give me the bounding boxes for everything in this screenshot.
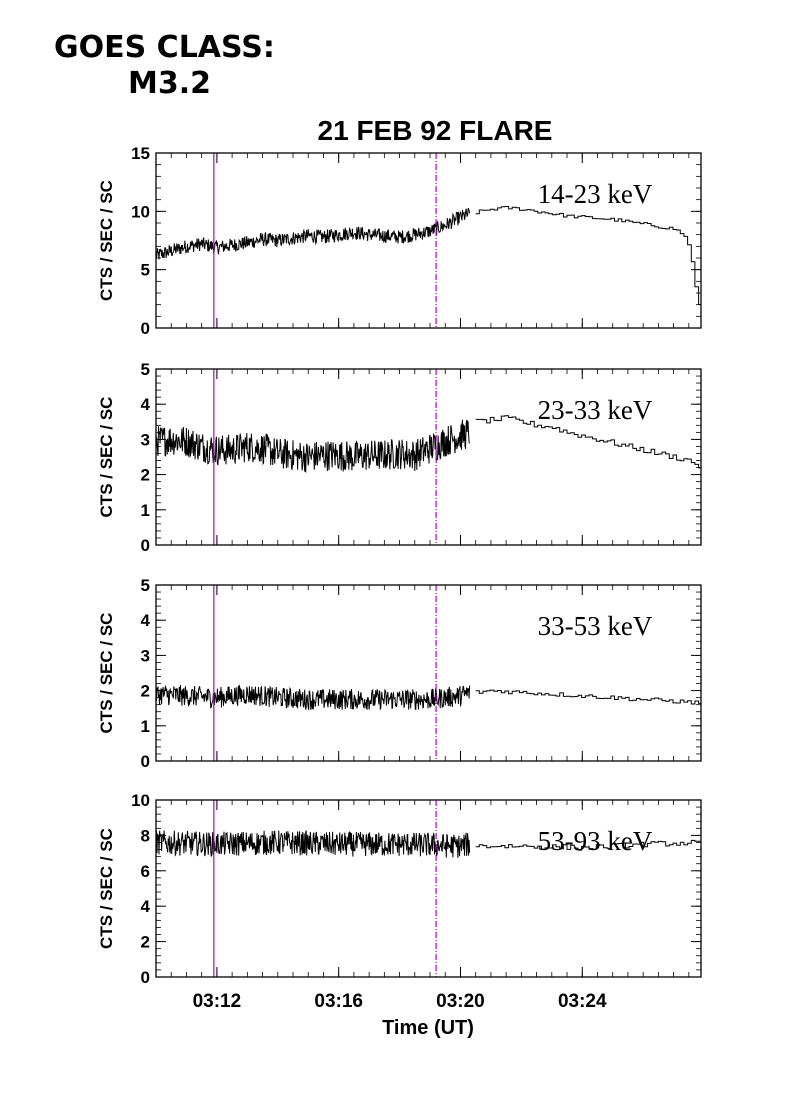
- x-tick-label: 03:12: [193, 991, 242, 1012]
- y-axis-label: CTS / SEC / SC: [97, 180, 116, 301]
- y-tick-label: 4: [141, 897, 151, 916]
- y-tick-label: 0: [141, 319, 150, 338]
- x-tick-label: 03:24: [558, 991, 607, 1012]
- x-tick-label: 03:16: [314, 991, 363, 1012]
- y-tick-label: 1: [141, 717, 150, 736]
- chart-title: 21 FEB 92 FLARE: [318, 115, 553, 146]
- y-tick-label: 2: [141, 466, 150, 485]
- y-tick-label: 4: [141, 395, 151, 414]
- y-tick-label: 15: [131, 144, 150, 163]
- y-axis-label: CTS / SEC / SC: [97, 828, 116, 949]
- energy-band-label: 53-93 keV: [538, 826, 653, 856]
- series-1-line: [155, 830, 471, 858]
- panel-frame: [155, 368, 702, 546]
- series-1-line: [155, 207, 471, 260]
- y-tick-label: 3: [141, 430, 150, 449]
- goes-class-value: M3.2: [128, 66, 211, 101]
- y-tick-label: 10: [131, 202, 150, 221]
- y-axis-label: CTS / SEC / SC: [97, 397, 116, 518]
- energy-band-label: 23-33 keV: [538, 395, 653, 425]
- y-tick-label: 0: [141, 752, 150, 771]
- series-2-line: [475, 415, 701, 469]
- panel-4: CTS / SEC / SC 0 2 4 6 8 10 03:12 03:16 03:20 03:2…: [97, 791, 702, 1012]
- y-tick-label: 3: [141, 646, 150, 665]
- y-tick-label: 2: [141, 682, 150, 701]
- series-2-line: [475, 206, 701, 305]
- energy-band-label: 14-23 keV: [538, 179, 653, 209]
- y-tick-label: 0: [141, 968, 150, 987]
- y-tick-label: 6: [141, 862, 150, 881]
- goes-class-label: GOES CLASS: M3.2: [54, 30, 275, 102]
- goes-class-heading: GOES CLASS:: [54, 30, 275, 65]
- y-tick-label: 5: [141, 261, 150, 280]
- series-2-line: [475, 839, 701, 851]
- x-tick-label: 03:20: [436, 991, 485, 1012]
- panel-1: CTS / SEC / SC 0 5 10 15 14-23 keV: [97, 144, 702, 338]
- y-tick-label: 5: [141, 360, 150, 379]
- series-1-line: [155, 419, 471, 473]
- panel-frame: [155, 799, 702, 978]
- y-tick-label: 1: [141, 501, 150, 520]
- y-tick-label: 4: [141, 611, 151, 630]
- x-axis-label: Time (UT): [382, 1017, 474, 1039]
- series-2-line: [475, 689, 701, 705]
- y-tick-label: 0: [141, 536, 150, 555]
- series-1-line: [155, 683, 471, 711]
- y-tick-label: 5: [141, 576, 150, 595]
- y-tick-label: 8: [141, 826, 150, 845]
- y-tick-label: 2: [141, 933, 150, 952]
- panel-3: CTS / SEC / SC 0 1 2 3 4 5 33-53 keV: [97, 576, 702, 771]
- panel-2: CTS / SEC / SC 0 1 2 3 4 5 23-33 keV: [97, 360, 702, 555]
- y-axis-label: CTS / SEC / SC: [97, 613, 116, 734]
- energy-band-label: 33-53 keV: [538, 611, 653, 641]
- y-tick-label: 10: [131, 791, 150, 810]
- panel-frame: [155, 584, 702, 762]
- panel-frame: [155, 152, 702, 329]
